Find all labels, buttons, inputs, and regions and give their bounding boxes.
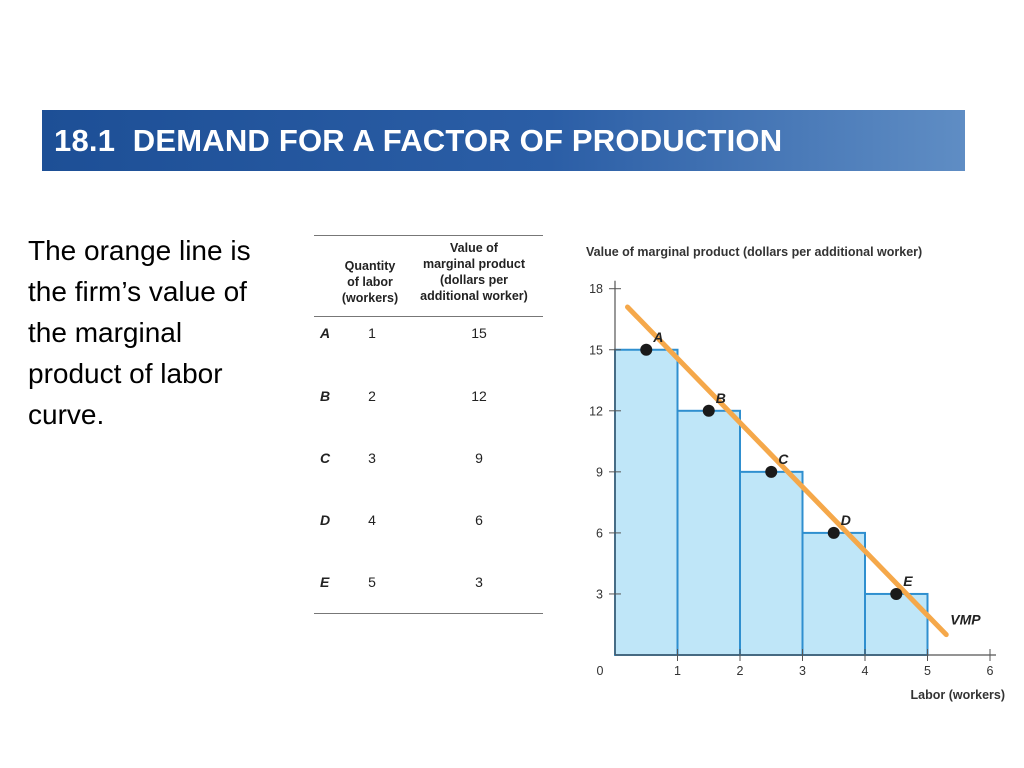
chart-x-tick-label: 0 [597,664,604,678]
chart-point-label: A [652,329,663,345]
table-cell-labor: 2 [368,388,376,404]
table-cell-point: C [320,450,331,466]
slide-title: 18.1 DEMAND FOR A FACTOR OF PRODUCTION [54,122,783,158]
chart-bar [676,409,741,656]
chart-bar [739,470,804,656]
table-cell-vmp: 9 [475,450,483,466]
chart-x-tick-label: 4 [862,664,869,678]
chart-point-label: C [778,451,789,467]
chart-y-tick-label: 15 [589,343,603,357]
table-cell-vmp: 3 [475,574,483,590]
table-cell-point: D [320,512,331,528]
slide-title-bar: 18.1 DEMAND FOR A FACTOR OF PRODUCTION [42,110,965,171]
chart-point-label: B [716,390,726,406]
chart-y-tick-label: 18 [589,282,603,296]
table-cell-point: A [320,325,331,341]
vmp-line [625,304,949,638]
chart-y-axis-label: Value of marginal product (dollars per a… [586,245,922,259]
chart-x-tick-label: 5 [924,664,931,678]
table-top-rule [314,235,543,236]
chart-x-tick-label: 2 [737,664,744,678]
table-cell-labor: 1 [368,325,376,341]
table-cell-labor: 3 [368,450,376,466]
chart-point [640,343,653,356]
chart-x-axis-label: Labor (workers) [911,688,1005,702]
chart-x-tick-label: 6 [987,664,994,678]
slide-caption: The orange line is the firm’s value of t… [28,235,251,430]
chart-point-label: D [841,512,851,528]
chart-point [702,404,715,417]
table-cell-labor: 5 [368,574,376,590]
chart-y-tick-label: 9 [596,465,603,479]
chart-point-label: E [903,573,913,589]
table-header-rule [314,316,543,317]
table-cell-vmp: 6 [475,512,483,528]
chart-bar [614,348,679,656]
table-header-vmp: Value of marginal product (dollars per a… [420,241,528,303]
table-cell-vmp: 12 [471,388,487,404]
table-cell-vmp: 15 [471,325,487,341]
chart-bar [801,531,866,657]
chart-x-tick-label: 1 [674,664,681,678]
table-cell-labor: 4 [368,512,376,528]
chart-x-tick-label: 3 [799,664,806,678]
chart-point [827,526,840,539]
chart-y-tick-label: 3 [596,587,603,601]
table-bottom-rule [314,613,543,614]
vmp-table: Quantity of labor (workers) Value of mar… [314,230,544,620]
chart-point [765,465,778,478]
table-cell-point: B [320,388,331,404]
table-header-labor: Quantity of labor (workers) [341,259,399,305]
vmp-line-label: VMP [950,612,981,628]
chart-point [890,587,903,600]
table-cell-point: E [320,574,330,590]
chart-y-tick-label: 6 [596,526,603,540]
chart-y-tick-label: 12 [589,404,603,418]
